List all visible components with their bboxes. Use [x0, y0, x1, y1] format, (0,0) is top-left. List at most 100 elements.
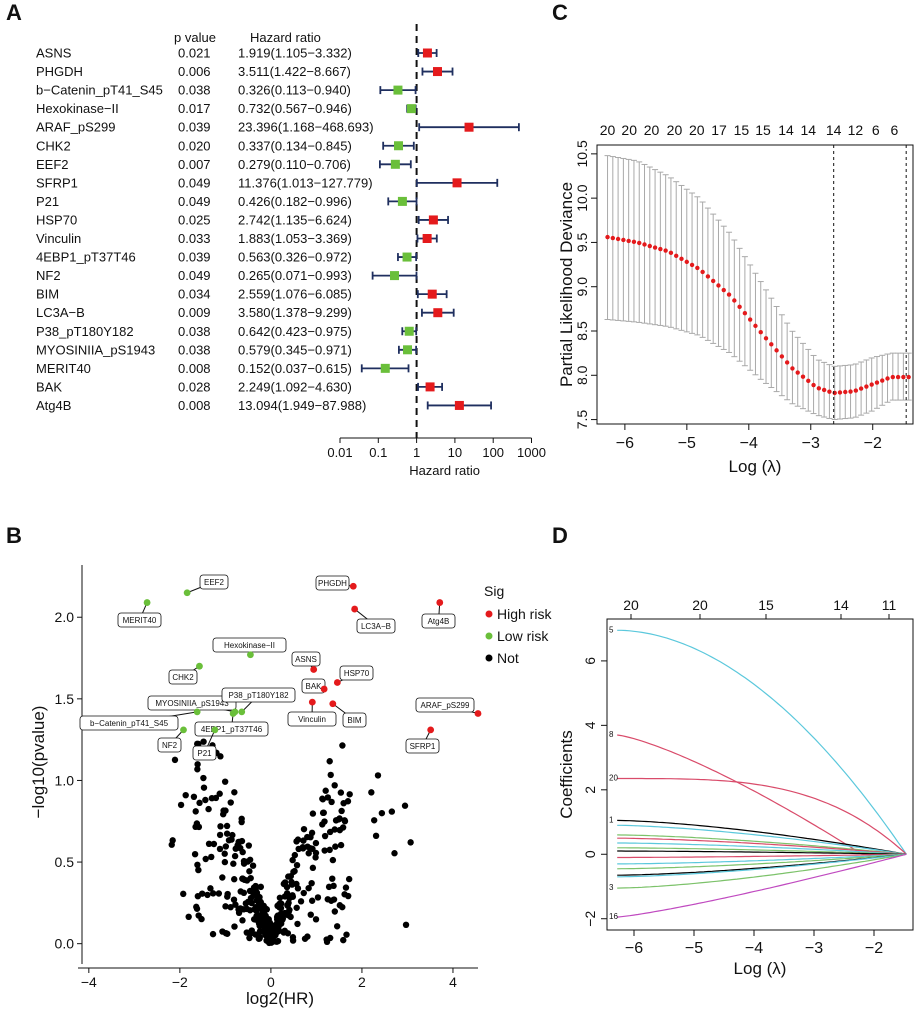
sig-point — [183, 589, 191, 597]
row-pvalue: 0.049 — [178, 194, 211, 209]
coef-path-label: 16 — [609, 912, 618, 921]
deviance-point — [821, 387, 827, 393]
deviance-point — [795, 370, 800, 375]
deviance-point — [621, 237, 626, 243]
not-point — [280, 880, 288, 888]
deviance-point — [869, 382, 874, 387]
point-label: ASNS — [295, 655, 317, 664]
x-axis-title: Hazard ratio — [409, 463, 480, 478]
not-point — [300, 889, 307, 897]
row-hr-text: 1.883(1.053−3.369) — [238, 231, 352, 246]
not-point — [194, 766, 201, 773]
legend-swatch — [485, 654, 493, 662]
not-point — [328, 798, 335, 806]
x-tick-label: −3 — [805, 940, 823, 957]
not-point — [257, 883, 265, 891]
label-box — [117, 612, 162, 628]
y-axis-title: Coefficients — [557, 730, 576, 819]
not-point — [277, 910, 285, 918]
not-point — [326, 846, 333, 854]
label-box — [415, 697, 475, 713]
not-point — [263, 915, 270, 923]
row-hr-text: 2.742(1.135−6.624) — [238, 212, 352, 227]
not-point — [332, 843, 339, 850]
top-label: 17 — [711, 122, 727, 138]
point-label: Atg4B — [428, 617, 450, 626]
deviance-point — [747, 317, 753, 322]
hr-point — [404, 326, 414, 336]
deviance-point — [658, 246, 663, 252]
volcano-plot: −4 −2 0 2 4 0.0 0.5 1.0 1.5 2.0 log2(HR) −log10(pva… — [29, 565, 552, 1008]
deviance-point — [874, 380, 880, 385]
not-point — [247, 874, 254, 882]
point-label: b−Catenin_pT41_S45 — [90, 719, 169, 728]
not-point — [273, 916, 281, 923]
not-point — [326, 828, 334, 836]
not-point — [269, 926, 276, 933]
not-point — [337, 841, 345, 849]
sig-point — [320, 685, 328, 693]
sig-point — [351, 605, 359, 613]
y-tick-label: 1.0 — [55, 772, 75, 788]
row-hr-text: 1.919(1.105−3.332) — [238, 46, 352, 61]
row-hr-text: 13.094(1.949−87.988) — [238, 398, 366, 413]
not-point — [219, 811, 227, 818]
point-label: Hexokinase−II — [224, 641, 275, 650]
not-point — [314, 894, 322, 901]
row-hr-text: 0.563(0.326−0.972) — [238, 250, 352, 265]
not-point — [288, 881, 296, 888]
deviance-point — [864, 384, 869, 389]
top-label: 20 — [667, 122, 683, 138]
top-label: 20 — [689, 122, 705, 138]
hr-point — [394, 141, 404, 151]
coef-path — [617, 777, 907, 855]
x-tick-label: 0.1 — [369, 445, 387, 460]
not-point — [216, 790, 223, 797]
deviance-point — [700, 269, 705, 275]
not-point — [240, 857, 248, 865]
deviance-point — [732, 298, 737, 303]
row-pvalue: 0.034 — [178, 287, 211, 302]
deviance-point — [663, 248, 668, 253]
coef-path — [617, 819, 907, 855]
top-label: 14 — [778, 122, 794, 138]
deviance-point — [610, 235, 616, 241]
row-pvalue: 0.017 — [178, 101, 211, 116]
not-point — [271, 938, 279, 945]
not-point — [289, 934, 297, 941]
row-label: BIM — [36, 287, 59, 302]
not-point — [221, 850, 228, 857]
not-point — [319, 795, 326, 802]
deviance-point — [901, 374, 906, 380]
not-point — [324, 794, 332, 801]
sig-point — [308, 698, 316, 706]
deviance-point — [843, 389, 848, 395]
coef-path-label: 1 — [609, 815, 614, 824]
not-point — [284, 911, 292, 919]
hr-point — [422, 48, 432, 58]
not-point — [331, 908, 339, 915]
coef-path-label: 3 — [609, 883, 614, 892]
deviance-point — [895, 374, 901, 380]
label-box — [287, 711, 337, 727]
x-tick-label: 0.01 — [327, 445, 352, 460]
not-point — [341, 817, 349, 825]
top-label: 20 — [621, 122, 637, 138]
row-pvalue: 0.049 — [178, 268, 211, 283]
col-header-hr: Hazard ratio — [250, 30, 321, 45]
row-pvalue: 0.009 — [178, 305, 211, 320]
not-point — [312, 916, 320, 923]
coef-path — [617, 853, 907, 889]
point-label: P21 — [197, 749, 212, 758]
label-box — [315, 575, 350, 591]
label-box — [291, 651, 321, 667]
y-tick-label: 1.5 — [55, 691, 75, 707]
x-tick-label: −3 — [802, 435, 820, 452]
row-hr-text: 2.559(1.076−6.085) — [238, 287, 352, 302]
not-point — [368, 789, 375, 796]
y-axis-title: −log10(pvalue) — [29, 706, 48, 819]
legend-label: Low risk — [497, 628, 549, 644]
row-hr-text: 0.337(0.134−0.845) — [238, 138, 352, 153]
top-label: 15 — [734, 122, 750, 138]
not-point — [329, 856, 337, 864]
